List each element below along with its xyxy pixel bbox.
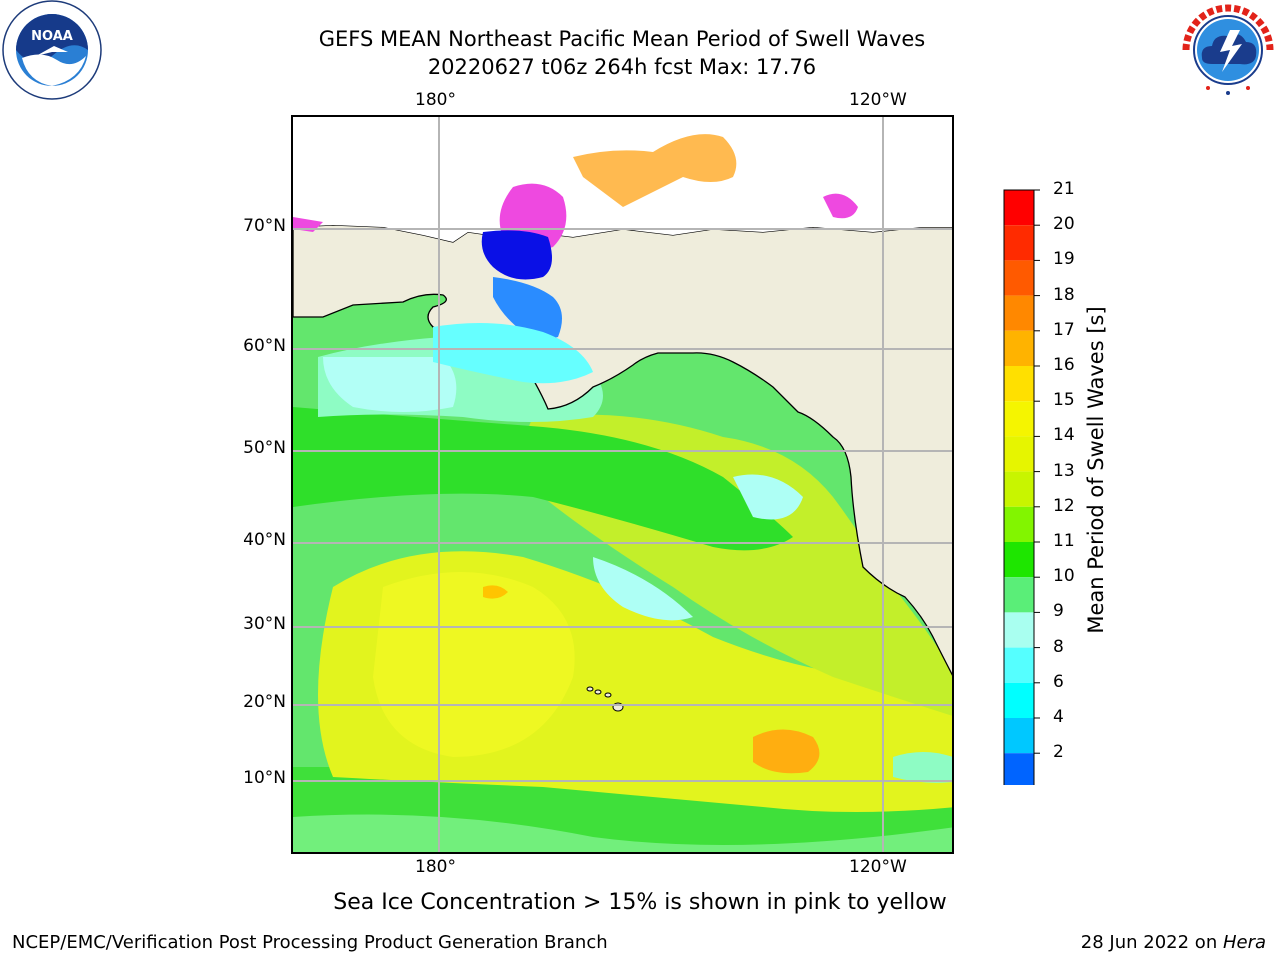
map-subtitle: 20220627 t06z 264h fcst Max: 17.76 bbox=[427, 55, 817, 79]
sea-ice-note-text: Sea Ice Concentration > 15% is shown in … bbox=[333, 890, 947, 915]
footer-branch: NCEP/EMC/Verification Post Processing Pr… bbox=[12, 932, 608, 953]
lat-label-10n: 10°N bbox=[243, 768, 286, 788]
bering-cyan-zone bbox=[323, 357, 457, 412]
noaa-logo: NOAA bbox=[2, 0, 102, 104]
colorbar-segment bbox=[1004, 612, 1034, 648]
lon-label-top-120w: 120°W bbox=[849, 90, 907, 110]
colorbar-tick-label: 19 bbox=[1053, 249, 1075, 270]
colorbar-segment bbox=[1004, 330, 1034, 366]
colorbar-segment bbox=[1004, 753, 1034, 789]
lat-label-20n: 20°N bbox=[243, 692, 286, 712]
colorbar-label: Mean Period of Swell Waves [s] bbox=[1084, 306, 1108, 634]
colorbar-tick-label: 17 bbox=[1053, 319, 1075, 340]
bering-sea-cyan bbox=[433, 323, 593, 384]
colorbar-segment bbox=[1004, 260, 1034, 296]
colorbar-tick-label: 16 bbox=[1053, 355, 1075, 375]
central-yellow-core bbox=[373, 572, 575, 757]
colorbar-segment bbox=[1004, 190, 1034, 226]
graticule bbox=[293, 117, 952, 852]
colorbar-segment bbox=[1004, 718, 1034, 754]
sea-ice-note: Sea Ice Concentration > 15% is shown in … bbox=[0, 890, 1280, 915]
map-title: GEFS MEAN Northeast Pacific Mean Period … bbox=[318, 27, 926, 51]
map-panel[interactable] bbox=[291, 115, 954, 854]
cyan-patch-equatorial bbox=[893, 752, 952, 783]
bering-sea-blue bbox=[493, 277, 562, 339]
colorbar-segment bbox=[1004, 401, 1034, 437]
noaa-text: NOAA bbox=[31, 29, 73, 44]
colorbar-tick-label: 13 bbox=[1053, 460, 1075, 481]
colorbar-segment bbox=[1004, 682, 1034, 718]
lon-label-top-180: 180° bbox=[415, 90, 456, 110]
colorbar-segment bbox=[1004, 577, 1034, 613]
lat-label-70n: 70°N bbox=[243, 216, 286, 236]
bering-strait-blue bbox=[481, 230, 552, 280]
sea-ice-pink-2 bbox=[823, 193, 858, 219]
colorbar-tick-label: 12 bbox=[1053, 495, 1075, 516]
colorbar-tick-label: 4 bbox=[1053, 707, 1064, 727]
colorbar-tick-label: 9 bbox=[1053, 601, 1064, 622]
lon-label-bottom-120w: 120°W bbox=[849, 857, 907, 877]
orange-spot-2 bbox=[483, 585, 508, 599]
orange-hotspot bbox=[753, 729, 820, 774]
colorbar-segment bbox=[1004, 225, 1034, 261]
nws-logo bbox=[1178, 0, 1278, 104]
lon-label-bottom-180: 180° bbox=[415, 857, 456, 877]
colorbar-tick-label: 14 bbox=[1053, 425, 1075, 446]
colorbar-segment bbox=[1004, 647, 1034, 683]
colorbar-tick-label: 2 bbox=[1053, 742, 1064, 763]
colorbar-tick-label: 10 bbox=[1053, 566, 1075, 587]
colorbar bbox=[1000, 185, 1040, 818]
sea-ice-orange bbox=[573, 134, 737, 207]
colorbar-tick-label: 6 bbox=[1053, 671, 1064, 692]
lat-label-60n: 60°N bbox=[243, 336, 286, 356]
lat-label-30n: 30°N bbox=[243, 614, 286, 634]
colorbar-bar bbox=[1003, 189, 1040, 818]
colorbar-segment bbox=[1004, 506, 1034, 542]
midlat-green-band bbox=[293, 407, 793, 551]
footer-machine: Hera bbox=[1222, 932, 1266, 953]
swell-period-field bbox=[293, 117, 952, 852]
colorbar-tick-label: 20 bbox=[1053, 214, 1075, 235]
colorbar-tick-label: 11 bbox=[1053, 531, 1075, 551]
colorbar-tick-label: 21 bbox=[1053, 179, 1075, 199]
cyan-patch-1 bbox=[593, 557, 693, 621]
cyan-patch-2 bbox=[733, 474, 803, 520]
colorbar-tick-label: 8 bbox=[1053, 636, 1064, 657]
colorbar-segment bbox=[1004, 295, 1034, 331]
footer-date-text: 28 Jun 2022 on bbox=[1080, 932, 1223, 953]
footer-date: 28 Jun 2022 on Hera bbox=[1081, 932, 1266, 953]
colorbar-tick-label: 18 bbox=[1053, 284, 1075, 305]
lat-label-40n: 40°N bbox=[243, 530, 286, 550]
colorbar-segment bbox=[1004, 471, 1034, 507]
colorbar-segment bbox=[1004, 366, 1034, 402]
lat-label-50n: 50°N bbox=[243, 438, 286, 458]
colorbar-tick-label: 15 bbox=[1053, 390, 1075, 411]
colorbar-segment bbox=[1004, 436, 1034, 472]
colorbar-segment bbox=[1004, 542, 1034, 578]
tropical-light-band bbox=[293, 814, 952, 852]
